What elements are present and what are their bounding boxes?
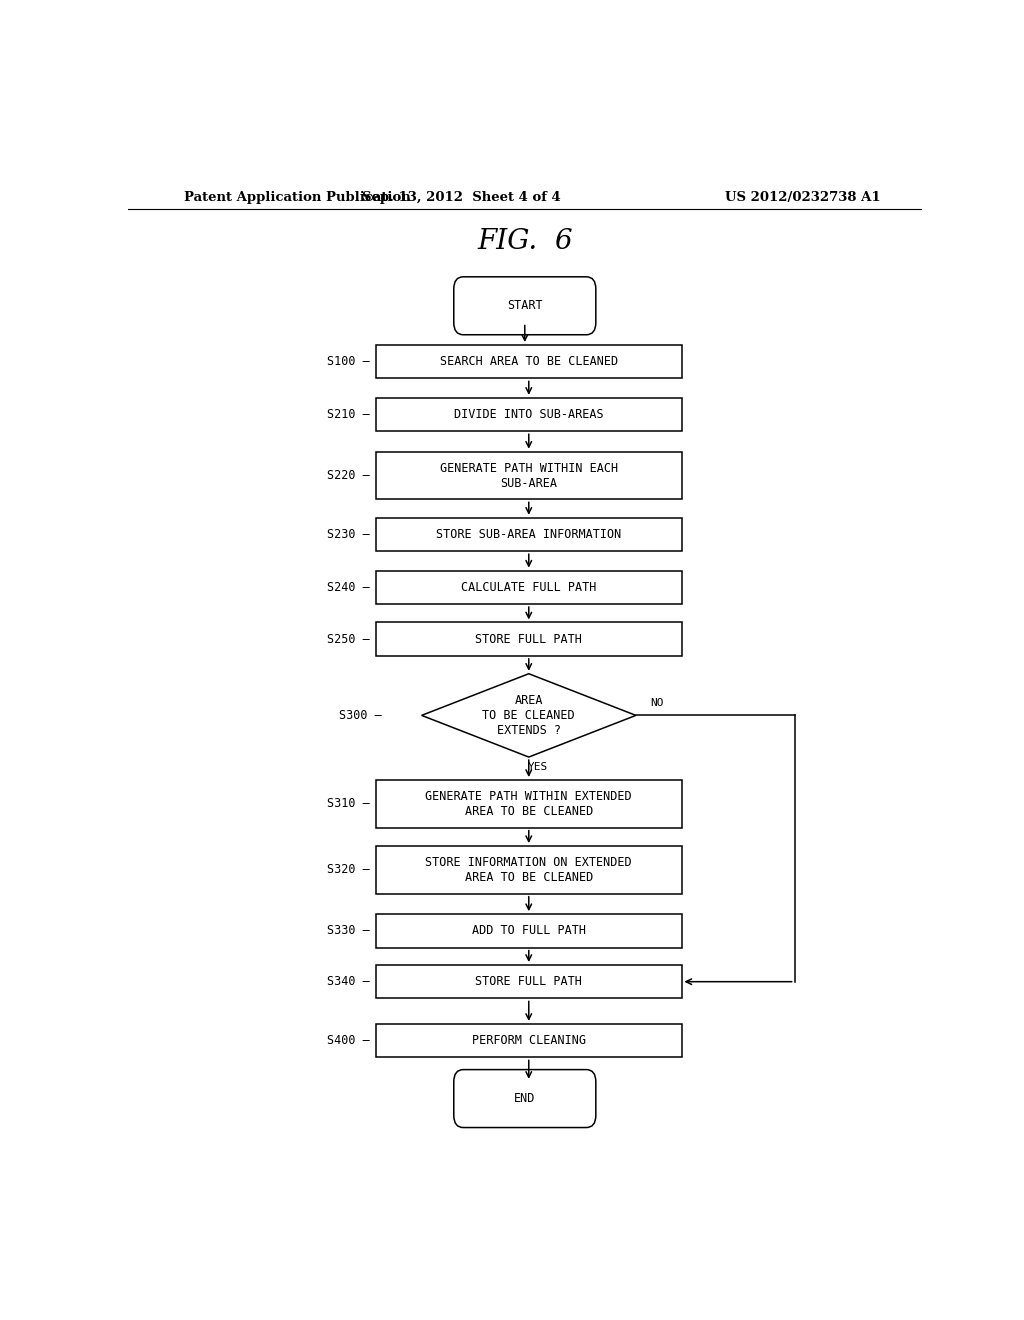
Bar — [376, 517, 682, 552]
Text: STORE FULL PATH: STORE FULL PATH — [475, 632, 583, 645]
Text: S330 —: S330 — — [327, 924, 370, 937]
Bar — [376, 1024, 682, 1057]
Text: ADD TO FULL PATH: ADD TO FULL PATH — [472, 924, 586, 937]
Text: US 2012/0232738 A1: US 2012/0232738 A1 — [725, 190, 881, 203]
Bar — [376, 570, 682, 605]
Text: START: START — [507, 300, 543, 313]
Bar — [376, 780, 682, 828]
Polygon shape — [422, 673, 636, 758]
Text: NO: NO — [650, 698, 664, 709]
Bar — [376, 397, 682, 432]
Bar — [376, 965, 682, 998]
Text: S300 —: S300 — — [339, 709, 382, 722]
Text: YES: YES — [528, 762, 549, 772]
Text: S320 —: S320 — — [327, 863, 370, 876]
Bar — [376, 623, 682, 656]
Text: S240 —: S240 — — [327, 581, 370, 594]
FancyBboxPatch shape — [454, 277, 596, 335]
Text: GENERATE PATH WITHIN EACH
SUB-AREA: GENERATE PATH WITHIN EACH SUB-AREA — [439, 462, 617, 490]
Text: AREA
TO BE CLEANED
EXTENDS ?: AREA TO BE CLEANED EXTENDS ? — [482, 694, 575, 737]
Text: Sep. 13, 2012  Sheet 4 of 4: Sep. 13, 2012 Sheet 4 of 4 — [361, 190, 561, 203]
Text: S400 —: S400 — — [327, 1034, 370, 1047]
Bar — [376, 913, 682, 948]
Text: Patent Application Publication: Patent Application Publication — [183, 190, 411, 203]
Bar — [376, 451, 682, 499]
Text: S340 —: S340 — — [327, 975, 370, 989]
Text: END: END — [514, 1092, 536, 1105]
Text: SEARCH AREA TO BE CLEANED: SEARCH AREA TO BE CLEANED — [439, 355, 617, 368]
Text: STORE INFORMATION ON EXTENDED
AREA TO BE CLEANED: STORE INFORMATION ON EXTENDED AREA TO BE… — [425, 855, 632, 884]
Text: S100 —: S100 — — [327, 355, 370, 368]
Text: FIG.  6: FIG. 6 — [477, 228, 572, 255]
Text: STORE SUB-AREA INFORMATION: STORE SUB-AREA INFORMATION — [436, 528, 622, 541]
Text: S230 —: S230 — — [327, 528, 370, 541]
Text: GENERATE PATH WITHIN EXTENDED
AREA TO BE CLEANED: GENERATE PATH WITHIN EXTENDED AREA TO BE… — [425, 789, 632, 818]
Text: PERFORM CLEANING: PERFORM CLEANING — [472, 1034, 586, 1047]
Text: STORE FULL PATH: STORE FULL PATH — [475, 975, 583, 989]
Bar — [376, 846, 682, 894]
Text: S250 —: S250 — — [327, 632, 370, 645]
Text: S220 —: S220 — — [327, 469, 370, 482]
Bar — [376, 345, 682, 379]
Text: S210 —: S210 — — [327, 408, 370, 421]
Text: S310 —: S310 — — [327, 797, 370, 810]
FancyBboxPatch shape — [454, 1069, 596, 1127]
Text: DIVIDE INTO SUB-AREAS: DIVIDE INTO SUB-AREAS — [454, 408, 603, 421]
Text: CALCULATE FULL PATH: CALCULATE FULL PATH — [461, 581, 596, 594]
